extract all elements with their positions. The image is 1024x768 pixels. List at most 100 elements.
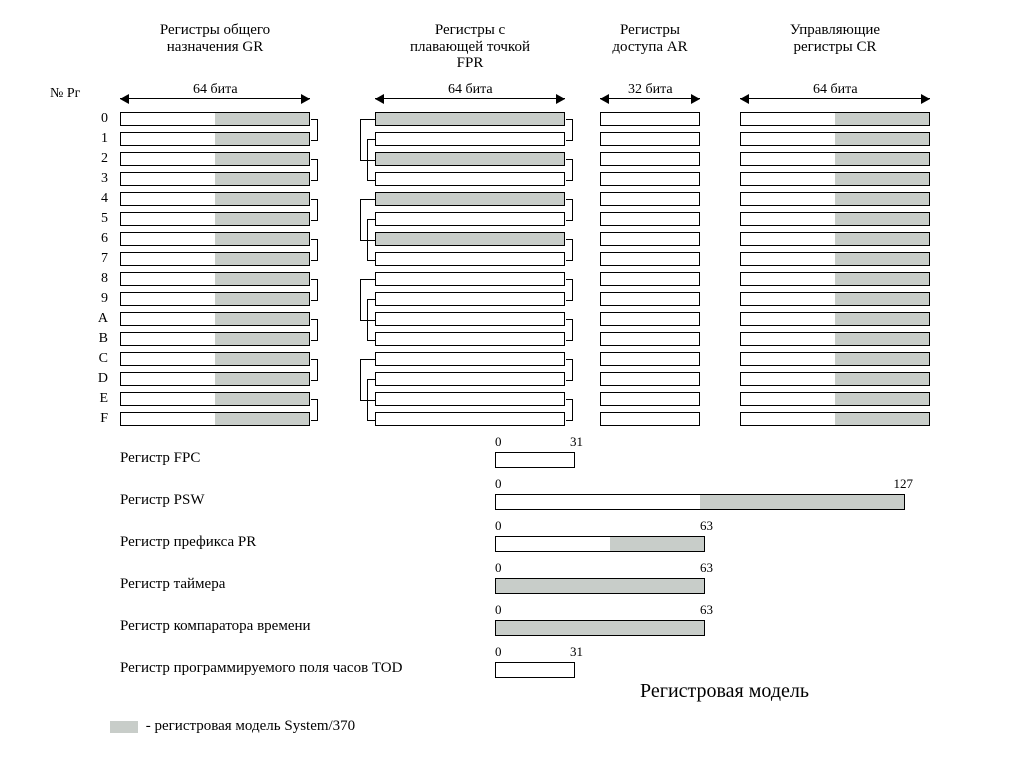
reg-gr-9 [120, 292, 310, 306]
shade [215, 173, 309, 185]
shade [215, 413, 309, 425]
fpr-right-bracket [566, 119, 573, 141]
reg-gr-15 [120, 412, 310, 426]
reg-gr-14 [120, 392, 310, 406]
reg-fpr-10 [375, 312, 565, 326]
shade [215, 313, 309, 325]
reg-gr-5 [120, 212, 310, 226]
shade [215, 353, 309, 365]
shade [835, 293, 929, 305]
shade [376, 113, 564, 125]
header-line: назначения GR [167, 39, 263, 55]
reg-cr-11 [740, 332, 930, 346]
header-line: регистры CR [793, 39, 876, 55]
reg-ar-8 [600, 272, 700, 286]
row-label: F [90, 411, 108, 427]
shade [376, 233, 564, 245]
bit-start: 0 [495, 602, 502, 618]
header-line: доступа AR [612, 39, 687, 55]
header-line: FPR [457, 55, 484, 71]
reg-cr-9 [740, 292, 930, 306]
shade [835, 413, 929, 425]
reg-cr-12 [740, 352, 930, 366]
header-line: Регистры с [435, 22, 505, 38]
bit-end: 63 [685, 602, 713, 618]
reg-fpr-13 [375, 372, 565, 386]
row-label: 9 [90, 291, 108, 307]
legend-text: - регистровая модель System/370 [142, 718, 355, 734]
reg-fpr-8 [375, 272, 565, 286]
reg-cr-6 [740, 232, 930, 246]
special-reg-box [495, 452, 575, 468]
width-arrow-gr [120, 98, 310, 99]
row-label: 8 [90, 271, 108, 287]
gr-pair-bracket [311, 279, 318, 301]
special-reg-box [495, 578, 705, 594]
reg-fpr-12 [375, 352, 565, 366]
reg-ar-7 [600, 252, 700, 266]
reg-fpr-6 [375, 232, 565, 246]
shade [215, 293, 309, 305]
shade [215, 113, 309, 125]
shade [835, 353, 929, 365]
shade [835, 333, 929, 345]
shade [835, 153, 929, 165]
reg-ar-15 [600, 412, 700, 426]
gr-pair-bracket [311, 199, 318, 221]
bit-end: 63 [685, 560, 713, 576]
legend-swatch [110, 721, 138, 733]
reg-fpr-4 [375, 192, 565, 206]
row-label: 0 [90, 111, 108, 127]
shade [215, 373, 309, 385]
shade [215, 133, 309, 145]
bits-label-fpr: 64 бита [444, 82, 497, 98]
reg-fpr-3 [375, 172, 565, 186]
special-reg-label: Регистр PSW [120, 492, 204, 509]
header-line: плавающей точкой [410, 39, 530, 55]
bit-start: 0 [495, 560, 502, 576]
row-number-header: № Рг [50, 86, 80, 102]
reg-gr-1 [120, 132, 310, 146]
fpr-pair-bracket [367, 299, 375, 341]
fpr-right-bracket [566, 399, 573, 421]
reg-cr-2 [740, 152, 930, 166]
fpr-pair-bracket [367, 139, 375, 181]
shade [215, 333, 309, 345]
legend: - регистровая модель System/370 [110, 718, 355, 735]
bits-label-gr: 64 бита [189, 82, 242, 98]
reg-fpr-11 [375, 332, 565, 346]
gr-pair-bracket [311, 119, 318, 141]
row-label: A [90, 311, 108, 327]
reg-fpr-5 [375, 212, 565, 226]
shade [215, 193, 309, 205]
row-label: B [90, 331, 108, 347]
col-header-gr: Регистры общегоназначения GR [120, 22, 310, 55]
shade [215, 393, 309, 405]
row-label: 7 [90, 251, 108, 267]
reg-cr-10 [740, 312, 930, 326]
row-label: D [90, 371, 108, 387]
shade [376, 193, 564, 205]
row-label: C [90, 351, 108, 367]
bit-end: 31 [555, 434, 583, 450]
shade [496, 621, 704, 635]
gr-pair-bracket [311, 359, 318, 381]
shade [835, 113, 929, 125]
reg-cr-5 [740, 212, 930, 226]
reg-cr-3 [740, 172, 930, 186]
reg-gr-2 [120, 152, 310, 166]
reg-cr-8 [740, 272, 930, 286]
shade [835, 313, 929, 325]
row-label: 6 [90, 231, 108, 247]
reg-ar-4 [600, 192, 700, 206]
shade [700, 495, 904, 509]
gr-pair-bracket [311, 159, 318, 181]
fpr-right-bracket [566, 239, 573, 261]
row-label: 4 [90, 191, 108, 207]
bit-start: 0 [495, 476, 502, 492]
reg-ar-9 [600, 292, 700, 306]
header-line: Регистры [620, 22, 680, 38]
bit-start: 0 [495, 434, 502, 450]
row-label: 5 [90, 211, 108, 227]
row-label: E [90, 391, 108, 407]
